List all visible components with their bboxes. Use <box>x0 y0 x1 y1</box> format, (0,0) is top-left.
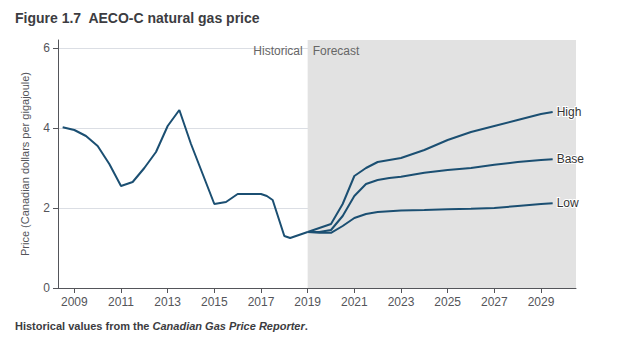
svg-text:Historical values from the: Historical values from the <box>15 320 153 332</box>
svg-text:2015: 2015 <box>201 295 228 309</box>
svg-text:Forecast: Forecast <box>313 44 360 58</box>
svg-text:Canadian Gas Price Reporter: Canadian Gas Price Reporter <box>153 320 306 332</box>
svg-text:2: 2 <box>43 201 50 215</box>
svg-text:2017: 2017 <box>248 295 275 309</box>
svg-text:.: . <box>305 320 308 332</box>
svg-text:2013: 2013 <box>154 295 181 309</box>
svg-text:2029: 2029 <box>528 295 555 309</box>
svg-text:Base: Base <box>557 152 585 166</box>
svg-text:2019: 2019 <box>294 295 321 309</box>
svg-text:Figure 1.7 AECO-C natural gas: Figure 1.7 AECO-C natural gas price <box>15 10 260 26</box>
svg-text:0: 0 <box>43 281 50 295</box>
svg-text:High: High <box>557 105 582 119</box>
svg-text:2025: 2025 <box>434 295 461 309</box>
svg-text:2009: 2009 <box>61 295 88 309</box>
svg-text:Low: Low <box>557 196 579 210</box>
svg-text:2021: 2021 <box>341 295 368 309</box>
svg-text:Price (Canadian dollars per gi: Price (Canadian dollars per gigajoule) <box>19 72 31 256</box>
svg-text:2011: 2011 <box>108 295 134 309</box>
svg-text:4: 4 <box>43 121 50 135</box>
svg-text:2027: 2027 <box>481 295 508 309</box>
svg-text:Historical: Historical <box>253 44 302 58</box>
svg-text:2023: 2023 <box>388 295 415 309</box>
svg-text:6: 6 <box>43 41 50 55</box>
